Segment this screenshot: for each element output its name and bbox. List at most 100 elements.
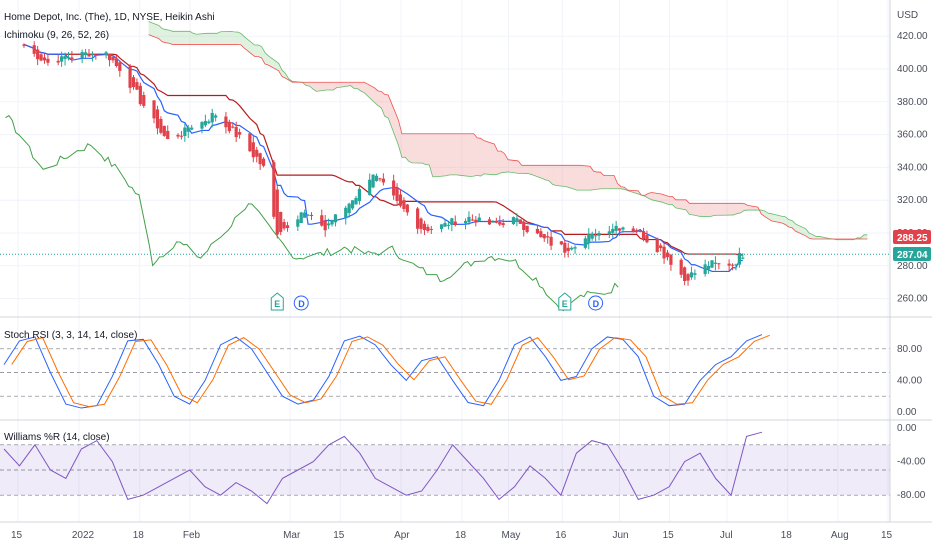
cloud-segment — [709, 203, 714, 217]
oscillator-panes — [0, 334, 890, 505]
candle-down — [662, 246, 666, 259]
cloud-segment — [528, 165, 532, 175]
candle-down — [395, 188, 399, 201]
cloud-segment — [405, 133, 409, 162]
cloud-segment — [720, 203, 724, 216]
candle-down — [655, 238, 659, 253]
candle-down — [128, 66, 132, 88]
candle-down — [118, 62, 122, 71]
cloud-segment — [230, 31, 235, 45]
candle-down — [402, 200, 406, 209]
event-label: E — [274, 299, 280, 309]
candle-down — [56, 60, 60, 63]
candle-down — [470, 219, 474, 221]
cloud-segment — [336, 82, 341, 88]
candle-down — [135, 82, 139, 90]
cloud-segment — [364, 82, 375, 103]
cloud-segment — [186, 31, 190, 45]
candle-down — [498, 221, 502, 225]
cloud-segment — [193, 33, 197, 45]
candle-down — [238, 132, 242, 135]
candle-down — [282, 222, 286, 229]
cloud-segment — [446, 133, 450, 176]
candle-down — [645, 235, 649, 243]
cloud-segment — [162, 28, 166, 43]
candle-up — [706, 265, 711, 270]
cloud-segment — [771, 213, 782, 224]
candle-up — [713, 262, 718, 264]
cloud-segment — [805, 228, 810, 239]
price-tag-base: 288.25 — [893, 230, 931, 244]
cloud-segment — [422, 133, 426, 165]
candle-up — [368, 179, 372, 196]
candle-down — [727, 263, 731, 266]
candle-up — [344, 207, 348, 219]
cloud-segment — [555, 165, 567, 187]
cloud-segment — [388, 95, 399, 146]
cloud-segment — [234, 31, 238, 45]
cloud-segment — [545, 165, 550, 181]
candle-down — [255, 149, 259, 157]
candle-down — [152, 100, 156, 119]
candle-up — [594, 235, 598, 237]
cloud-segment — [863, 234, 868, 240]
candle-up — [621, 227, 625, 230]
candle-down — [320, 215, 324, 226]
cloud-segment — [531, 165, 543, 179]
lagging-span — [5, 114, 619, 312]
cloud-segment — [237, 32, 241, 45]
candle-up — [296, 219, 300, 227]
candle-down — [231, 126, 235, 128]
candle-down — [730, 264, 735, 266]
candle-up — [446, 224, 451, 226]
y-tick-label: 420.00 — [897, 31, 928, 42]
cloud-segment — [573, 165, 577, 191]
cloud-segment — [713, 203, 717, 216]
x-tick-label: Jul — [720, 530, 733, 541]
candle-up — [734, 264, 738, 266]
base-line — [23, 43, 743, 256]
cloud-segment — [261, 46, 265, 64]
candle-down — [635, 230, 639, 232]
cloud-segment — [761, 210, 765, 217]
candle-down — [39, 54, 43, 61]
cloud-segment — [473, 133, 478, 177]
candle-up — [607, 231, 611, 235]
candle-up — [354, 197, 358, 205]
candle-down — [535, 228, 540, 234]
candle-down — [638, 230, 642, 232]
cloud-segment — [603, 175, 615, 189]
cloud-segment — [692, 203, 697, 216]
candle-down — [416, 208, 420, 229]
cloud-segment — [268, 55, 279, 71]
candle-up — [439, 224, 444, 230]
candle-up — [689, 272, 694, 278]
cloud-segment — [552, 165, 556, 186]
candle-up — [463, 220, 468, 224]
cloud-segment — [593, 171, 597, 190]
cloud-segment — [217, 31, 221, 45]
candle-up — [443, 223, 447, 227]
candle-down — [422, 223, 427, 231]
candle-down — [686, 274, 690, 281]
y-tick-label: 0.00 — [897, 407, 917, 418]
cloud-segment — [350, 82, 354, 89]
candle-down — [525, 225, 529, 233]
candle-down — [248, 133, 252, 152]
cloud-segment — [497, 151, 502, 175]
cloud-segment — [579, 165, 591, 191]
currency-label: USD — [897, 10, 918, 21]
candle-down — [323, 220, 327, 231]
candle-up — [330, 220, 334, 225]
candle-down — [107, 53, 112, 61]
candle-up — [214, 115, 218, 118]
candle-up — [303, 212, 307, 218]
dividend-marker: D — [293, 295, 309, 311]
heikin-ashi-candles — [22, 41, 745, 286]
cloud-segment — [158, 25, 163, 42]
y-tick-label: 380.00 — [897, 97, 928, 108]
cloud-segment — [460, 133, 471, 177]
candle-up — [327, 223, 331, 226]
cloud-segment — [542, 165, 546, 180]
cloud-segment — [210, 33, 214, 45]
